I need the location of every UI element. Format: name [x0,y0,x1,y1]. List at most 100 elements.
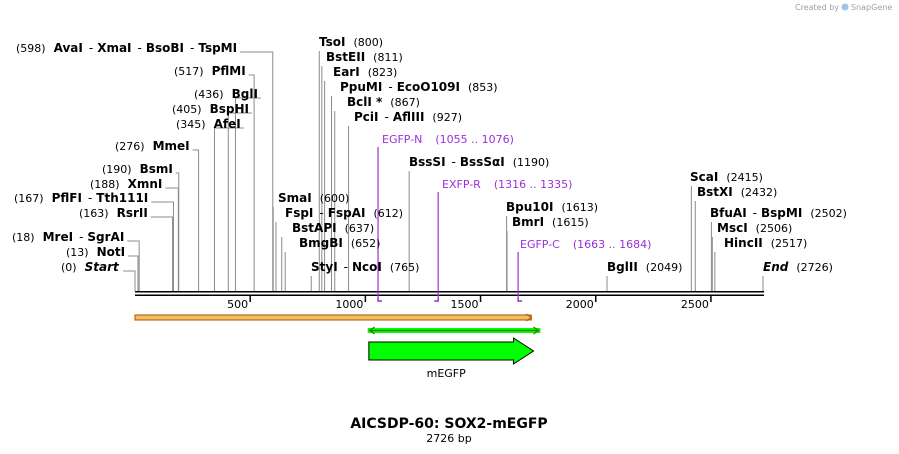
site-label: BstEII (811) [326,50,403,64]
site-label-text: (167) PflFI - Tth111I [14,191,148,205]
primer-label: EGFP-C (1663 .. 1684) [520,238,651,251]
bidirectional-arrow-left [368,326,376,335]
site-label-text: BstEII (811) [326,50,403,64]
primer-arrow [377,298,383,302]
site-label-text: BstAPI (637) [292,221,374,235]
site-leader [150,216,174,291]
credit-brand: SnapGene [851,3,892,12]
site-label-text: (436) BglI [194,87,258,101]
site-label: HincII (2517) [724,236,807,250]
site-label: (13) NotI [66,245,125,259]
site-label-text: PciI - AflIII (927) [354,110,462,124]
site-label-text: (0) Start [61,260,120,274]
site-label-text: (345) AfeI [176,117,241,131]
primer-label: EXFP-R (1316 .. 1335) [442,178,572,191]
site-label: PpuMI - EcoO109I (853) [340,80,498,94]
site-leader [151,201,174,291]
scale-ticks: 500 1000 1500 2000 2500 [227,296,712,311]
site-label-text: BmrI (1615) [512,215,589,229]
site-label-text: SmaI (600) [278,191,349,205]
site-label-text: (190) BsmI [102,162,173,176]
feature-group: mEGFP [134,313,541,380]
primer: EGFP-N (1055 .. 1076) [377,133,514,302]
site-label-text: (163) RsrII [79,206,148,220]
snapgene-logo-icon [841,3,849,11]
site-label: (436) BglI [194,87,258,101]
site-label-text: (276) MmeI [115,139,190,153]
site-label: BstXI (2432) [697,185,777,199]
site-labels: (598) AvaI - XmaI - BsoBI - TspMI (517) PflMI (436… [12,35,847,274]
site-label: End (2726) [763,260,833,274]
primer-arrow [434,298,439,302]
site-label-text: MscI (2506) [717,221,792,235]
site-leader [122,270,136,291]
homology-arm-bar [134,314,532,321]
credit-text: Created by [795,3,839,12]
site-label: StyI - NcoI (765) [311,260,419,274]
scale-tick-label: 1000 [335,298,363,311]
site-label: SmaI (600) [278,191,349,205]
site-label: (167) PflFI - Tth111I [14,191,148,205]
site-label: BmgBI (652) [299,236,380,250]
site-label: (405) BspHI [172,102,249,116]
site-leader-lines [122,51,764,291]
mEGFP-feature-arrow [368,337,535,365]
site-label: (0) Start [61,260,120,274]
scale-tick-label: 2500 [681,298,709,311]
feature-label: mEGFP [427,367,467,380]
site-label: (18) MreI - SgrAI [12,230,124,244]
site-label: BfuAI - BspMI (2502) [710,206,847,220]
site-label: (598) AvaI - XmaI - BsoBI - TspMI [16,41,237,55]
site-leader [227,112,252,291]
snapgene-credit: Created by SnapGene [795,3,892,12]
site-leader [165,187,179,291]
site-label: BstAPI (637) [292,221,374,235]
site-label-text: BssSI - BssSαI (1190) [409,155,549,169]
site-label: Bpu10I (1613) [506,200,598,214]
site-label: MscI (2506) [717,221,792,235]
site-label: (345) AfeI [176,117,241,131]
site-label: BglII (2049) [607,260,682,274]
primer-group: EGFP-N (1055 .. 1076) EXFP-R (1316 .. 1335)… [377,133,651,302]
site-label: BmrI (1615) [512,215,589,229]
site-label: BclI * (867) [347,95,420,109]
site-label-text: Bpu10I (1613) [506,200,598,214]
site-label-text: (18) MreI - SgrAI [12,230,124,244]
primer: EXFP-R (1316 .. 1335) [434,178,572,302]
site-label-text: (188) XmnI [90,177,162,191]
site-leader [248,74,255,291]
site-label: TsoI (800) [319,35,383,49]
site-label-text: PpuMI - EcoO109I (853) [340,80,498,94]
site-label: (188) XmnI [90,177,162,191]
site-label-text: BmgBI (652) [299,236,380,250]
site-label-text: BclI * (867) [347,95,420,109]
site-label-text: BfuAI - BspMI (2502) [710,206,847,220]
site-label-text: End (2726) [763,260,833,274]
primer: EGFP-C (1663 .. 1684) [517,238,651,302]
site-label-text: (405) BspHI [172,102,249,116]
site-label: ScaI (2415) [690,170,763,184]
site-label: (517) PflMI [174,64,246,78]
site-label: (190) BsmI [102,162,173,176]
bidirectional-arrow-right [533,326,540,335]
site-label-text: (13) NotI [66,245,125,259]
site-leader [192,149,200,291]
sequence-backbone-gap [135,292,764,295]
map-title: AICSDP-60: SOX2-mEGFP [350,416,547,432]
primer-arrow [517,298,523,302]
scale-tick-label: 2000 [566,298,594,311]
site-leader [234,97,261,291]
homology-arm-arrow [525,313,533,322]
scale-tick-label: 1500 [451,298,479,311]
site-label-text: FspI - FspAI (612) [285,206,403,220]
site-label: (276) MmeI [115,139,190,153]
site-label-text: BglII (2049) [607,260,682,274]
site-leader [213,127,244,291]
site-leader [128,255,139,291]
site-label-text: BstXI (2432) [697,185,777,199]
primer-label: EGFP-N (1055 .. 1076) [382,133,514,146]
site-label-text: HincII (2517) [724,236,807,250]
scale-tick-label: 500 [227,298,248,311]
site-label: EarI (823) [333,65,397,79]
